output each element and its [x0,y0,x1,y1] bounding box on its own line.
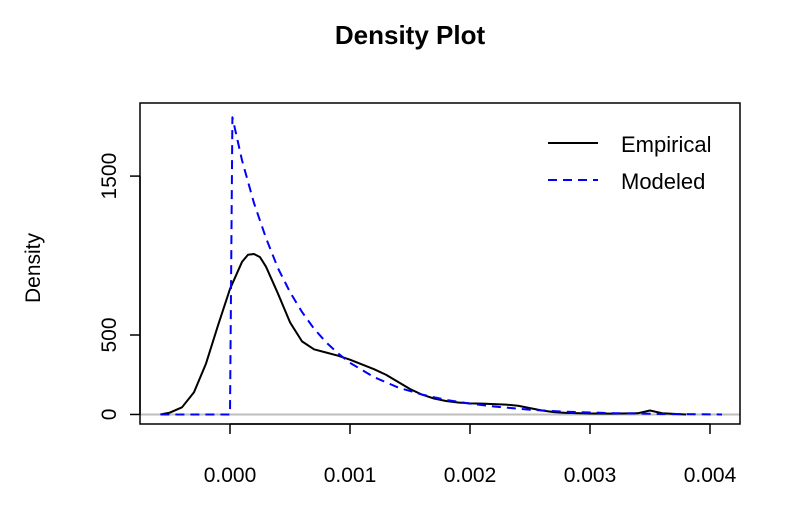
legend: Empirical Modeled [548,132,711,194]
x-tick-label: 0.003 [564,464,617,487]
legend-label-modeled: Modeled [621,169,705,194]
x-tick-label: 0.000 [204,464,257,487]
legend-label-empirical: Empirical [621,132,711,157]
y-tick-label: 500 [98,317,121,352]
x-tick-label: 0.002 [444,464,497,487]
series-layer [160,116,723,416]
y-axis-label: Density [22,232,45,303]
x-tick-label: 0.001 [324,464,377,487]
series-line-empirical [160,252,687,416]
y-tick-label: 1500 [98,153,121,200]
series-line-modeled [160,116,723,416]
x-axis: 0.000 0.001 0.002 0.003 0.004 [204,423,737,487]
y-tick-label: 0 [98,409,121,421]
chart-title: Density Plot [335,20,486,50]
x-tick-label: 0.004 [684,464,737,487]
y-axis: 0 500 1500 [98,153,141,421]
